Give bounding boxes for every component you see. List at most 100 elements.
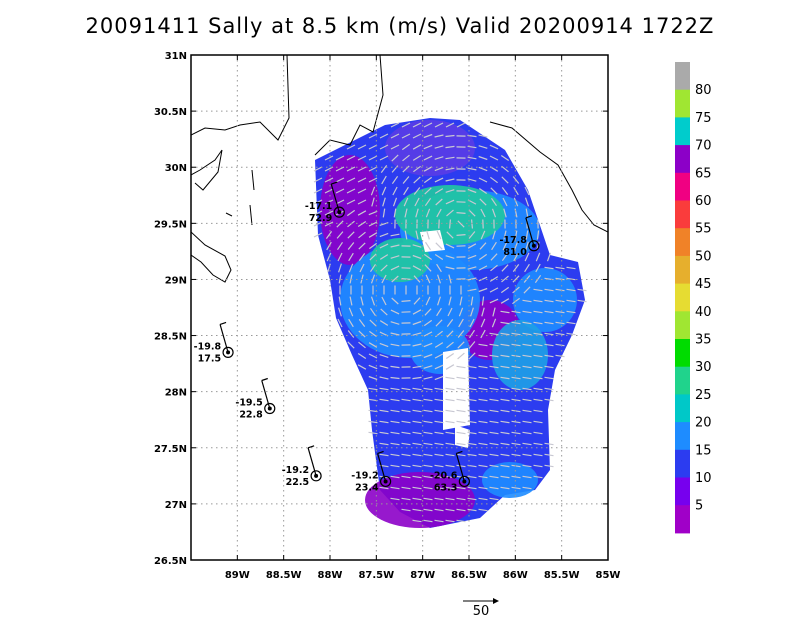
wind-vector xyxy=(445,508,455,512)
wind-vector xyxy=(379,387,389,391)
wind-vector xyxy=(513,241,519,251)
wind-vector xyxy=(481,307,485,317)
wind-vector xyxy=(338,296,342,306)
wind-vector xyxy=(412,519,422,523)
wind-vector xyxy=(436,208,442,218)
wind-vector xyxy=(390,265,400,271)
wind-vector xyxy=(445,364,455,370)
wind-vector xyxy=(467,486,477,490)
wind-vector xyxy=(379,376,389,380)
reference-arrow-head xyxy=(493,598,499,604)
wind-vector xyxy=(425,274,431,284)
wind-vector xyxy=(468,209,476,217)
wind-vector xyxy=(447,307,453,317)
wind-vector xyxy=(412,486,422,490)
station-barb xyxy=(331,181,338,185)
wind-vector xyxy=(544,332,554,336)
wind-vector xyxy=(324,177,334,183)
wind-vector xyxy=(500,398,510,402)
wind-vector xyxy=(489,332,499,336)
wind-vector xyxy=(446,341,454,349)
wind-vector xyxy=(423,176,433,184)
wind-vector xyxy=(555,310,565,314)
wind-vector xyxy=(478,486,488,490)
wind-vector xyxy=(445,497,455,501)
wind-vector xyxy=(445,376,455,380)
wind-vector xyxy=(533,409,543,413)
wind-vector xyxy=(425,296,431,306)
y-tick-label: 30.5N xyxy=(154,107,187,118)
y-tick-label: 28.5N xyxy=(154,332,187,343)
wind-vector xyxy=(566,310,576,314)
wind-vector xyxy=(446,319,454,327)
wind-vector xyxy=(313,210,323,216)
wind-vector xyxy=(336,220,344,228)
wind-vector xyxy=(544,365,554,369)
wind-vector xyxy=(423,353,433,359)
wind-vector xyxy=(513,252,519,262)
wind-vector xyxy=(368,342,378,348)
plot-frame xyxy=(190,54,609,561)
wind-vector xyxy=(489,298,499,304)
wind-vector xyxy=(390,409,400,413)
station-marker: -19.222.5 xyxy=(282,445,322,488)
wind-vector xyxy=(533,310,543,314)
wind-vector xyxy=(412,133,422,139)
wind-vector xyxy=(412,365,422,369)
wind-vector xyxy=(347,242,355,250)
wind-vector xyxy=(456,122,466,128)
station-marker: -19.817.5 xyxy=(194,321,234,364)
wind-vector xyxy=(456,486,466,490)
reference-vector: 50 xyxy=(463,598,499,618)
wind-vector xyxy=(489,387,499,391)
colorbar-segment xyxy=(675,117,690,146)
wind-vector xyxy=(313,232,323,238)
y-tick-label: 27.5N xyxy=(154,444,187,455)
wind-vector xyxy=(457,330,465,338)
wind-vector xyxy=(489,287,499,293)
station-dot xyxy=(267,406,272,411)
wind-vector xyxy=(456,519,466,523)
wind-vector xyxy=(357,177,367,183)
wind-vector xyxy=(456,497,466,501)
coastline-segment xyxy=(191,231,232,283)
wind-vector xyxy=(381,186,387,196)
wind-vector xyxy=(467,243,477,249)
wind-vector xyxy=(434,253,444,261)
wind-vector xyxy=(445,189,455,193)
wind-vector xyxy=(401,300,411,302)
wind-vector xyxy=(412,442,422,446)
wind-vector xyxy=(513,197,519,207)
colorbar-segment xyxy=(675,449,690,478)
wind-vector xyxy=(313,166,323,172)
wind-vector xyxy=(368,177,378,183)
wind-vector xyxy=(358,242,366,250)
wind-vector xyxy=(390,255,400,259)
wind-vector xyxy=(525,241,529,251)
wind-vector xyxy=(423,519,433,523)
wind-vector xyxy=(357,199,367,205)
wind-vector xyxy=(489,354,499,358)
wind-vector xyxy=(445,199,455,205)
wind-vector xyxy=(489,420,499,424)
wind-vector xyxy=(412,309,422,315)
wind-vector xyxy=(500,286,510,294)
coastline-segment xyxy=(225,212,233,217)
coastline-segment xyxy=(251,169,255,191)
colorbar-label: 55 xyxy=(695,222,712,237)
wind-vector xyxy=(577,299,587,303)
wind-vector xyxy=(368,133,378,139)
wind-vector xyxy=(500,310,510,314)
wind-vector xyxy=(371,197,375,207)
wind-vector xyxy=(434,497,444,501)
wind-vector xyxy=(489,475,499,479)
wind-vector xyxy=(478,508,488,512)
station-temperature: -19.5 xyxy=(235,398,262,409)
wind-vector xyxy=(522,387,532,391)
wind-vector xyxy=(456,420,466,424)
wind-vector xyxy=(522,420,532,424)
station-marker: -17.881.0 xyxy=(499,215,540,258)
wind-vector xyxy=(500,376,510,380)
wind-vector xyxy=(434,508,444,512)
wind-vector xyxy=(544,387,554,391)
